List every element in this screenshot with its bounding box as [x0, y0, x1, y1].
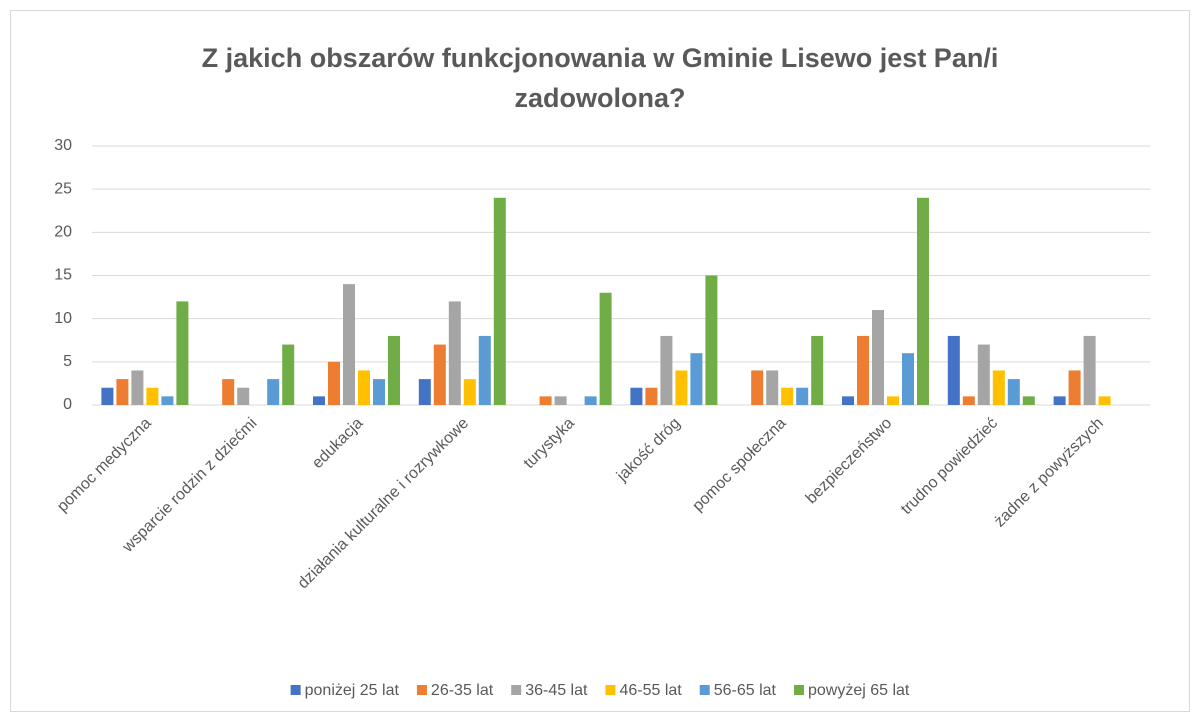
- legend-swatch: [290, 685, 301, 695]
- bar: [478, 335, 491, 405]
- bar: [690, 353, 703, 405]
- chart-title: Z jakich obszarów funkcjonowania w Gmini…: [201, 43, 999, 113]
- bar: [887, 396, 899, 405]
- y-tick-label: 0: [63, 396, 72, 413]
- legend-swatch: [416, 685, 427, 695]
- bar: [962, 396, 975, 405]
- bar: [992, 370, 1005, 405]
- bar: [539, 396, 552, 405]
- bar: [781, 387, 794, 405]
- bar: [267, 379, 280, 405]
- bar: [418, 379, 431, 405]
- bar: [237, 387, 250, 405]
- bar: [101, 387, 114, 405]
- bar: [584, 396, 597, 405]
- y-tick-label: 15: [54, 267, 72, 284]
- bar: [448, 301, 461, 405]
- bar: [857, 335, 869, 405]
- bar: [599, 292, 612, 405]
- bar: [1098, 396, 1111, 405]
- bar: [433, 344, 446, 405]
- legend-swatch: [605, 685, 616, 695]
- bar: [463, 379, 476, 405]
- bar: [811, 335, 824, 405]
- bar: [222, 379, 235, 405]
- bar: [1083, 335, 1096, 405]
- legend-label: 26-35 lat: [431, 682, 494, 699]
- bar: [554, 396, 567, 405]
- bar: [1022, 396, 1035, 405]
- bar: [176, 301, 189, 405]
- legend-label: 36-45 lat: [525, 682, 588, 699]
- legend-swatch: [699, 685, 710, 695]
- bar: [161, 396, 174, 405]
- bar: [131, 370, 144, 405]
- bar: [675, 370, 688, 405]
- bar: [917, 197, 929, 405]
- bar: [977, 344, 990, 405]
- bar: [388, 335, 400, 405]
- y-tick-label: 30: [54, 137, 72, 154]
- bar: [842, 396, 854, 405]
- bar: [343, 284, 355, 405]
- bar: [645, 387, 658, 405]
- bar: [705, 275, 718, 405]
- bar: [751, 370, 764, 405]
- bar: [282, 344, 295, 405]
- bar: [1007, 379, 1020, 405]
- bar: [116, 379, 129, 405]
- bar: [660, 335, 673, 405]
- bar: [766, 370, 779, 405]
- y-tick-label: 25: [54, 180, 72, 197]
- bar: [328, 361, 340, 405]
- legend-label: powyżej 65 lat: [808, 682, 910, 699]
- bar: [902, 353, 914, 405]
- bar: [146, 387, 159, 405]
- legend-label: 46-55 lat: [619, 682, 682, 699]
- y-tick-label: 10: [54, 310, 72, 327]
- y-tick-label: 5: [63, 353, 72, 370]
- y-tick-label: 20: [54, 224, 72, 241]
- bar: [358, 370, 370, 405]
- bar: [373, 379, 385, 405]
- legend-label: poniżej 25 lat: [305, 682, 400, 699]
- bar: [1053, 396, 1066, 405]
- bar: [1068, 370, 1081, 405]
- bar: [630, 387, 643, 405]
- bar: [796, 387, 809, 405]
- legend-swatch: [793, 685, 804, 695]
- bar: [313, 396, 325, 405]
- bar: [493, 197, 506, 405]
- bar: [872, 310, 884, 405]
- legend-swatch: [511, 685, 522, 695]
- legend-label: 56-65 lat: [714, 682, 777, 699]
- bar: [947, 335, 960, 405]
